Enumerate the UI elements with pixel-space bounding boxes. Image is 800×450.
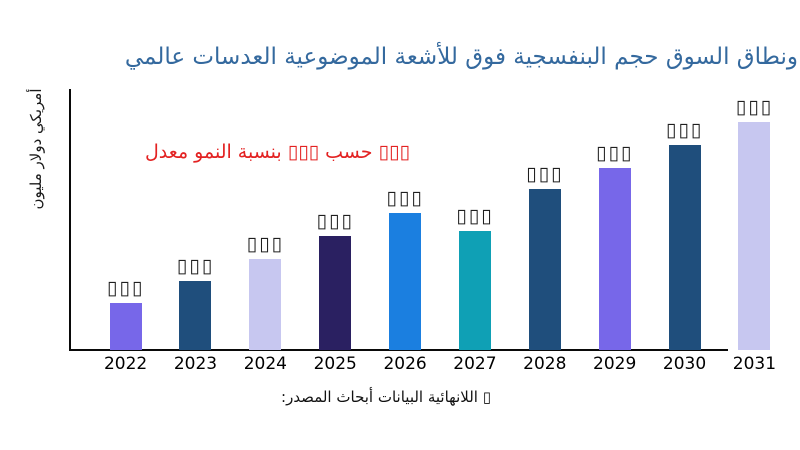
bar [179, 281, 212, 350]
x-tick-label: 2030 [662, 354, 707, 374]
bar-value-label: ▯▯▯ [316, 210, 354, 232]
bar-group: ▯▯▯ 2030 [650, 90, 720, 378]
bar-value-label: ▯▯▯ [596, 142, 634, 164]
bar-value-label: ▯▯▯ [176, 255, 215, 277]
bar [458, 231, 491, 350]
bar-group: ▯▯▯ 2028 [510, 90, 580, 378]
bar-group: ▯▯▯ 2027 [440, 90, 510, 378]
bar [249, 259, 282, 350]
bar [389, 213, 422, 350]
bar [528, 189, 561, 350]
x-tick-label: 2025 [313, 354, 357, 374]
y-axis-label: أمريكي دولار مليون [27, 88, 45, 210]
bar-group: ▯▯▯ 2026 [370, 90, 440, 378]
x-axis-line [69, 349, 728, 351]
source-note: ▯ اللانهائية البيانات أبحاث المصدر: [281, 388, 491, 406]
bar-group: ▯▯▯ 2022 [91, 90, 161, 378]
x-tick-label: 2023 [173, 354, 218, 374]
bar [738, 122, 771, 350]
x-tick-label: 2024 [243, 354, 287, 374]
x-tick-label: 2027 [453, 354, 497, 374]
bar-group: ▯▯▯ 2024 [230, 90, 300, 378]
bar-value-label: ▯▯▯ [735, 96, 774, 118]
bar-value-label: ▯▯▯ [456, 205, 494, 227]
x-tick-label: 2031 [732, 354, 777, 374]
bar [668, 145, 701, 350]
bar-value-label: ▯▯▯ [526, 163, 564, 185]
growth-rate-annotation: ▯▯▯ حسب ▯▯▯ بنسبة النمو معدل [145, 141, 410, 163]
bar-group: ▯▯▯ 2023 [160, 90, 230, 378]
bar-group: ▯▯▯ 2031 [719, 90, 789, 378]
bar-group: ▯▯▯ 2025 [300, 90, 370, 378]
bar-value-label: ▯▯▯ [246, 233, 285, 255]
x-tick-label: 2028 [523, 354, 567, 374]
bar-group: ▯▯▯ 2029 [580, 90, 650, 378]
y-axis-line [69, 89, 71, 350]
bar-value-label: ▯▯▯ [665, 119, 704, 141]
bar-value-label: ▯▯▯ [386, 187, 424, 209]
bar [598, 168, 631, 350]
bar [109, 303, 142, 350]
x-tick-label: 2022 [103, 354, 148, 374]
x-tick-label: 2029 [593, 354, 637, 374]
bar-value-label: ▯▯▯ [106, 277, 145, 299]
chart-title: ونطاق السوق حجم البنفسجية فوق للأشعة الم… [124, 44, 798, 70]
bar [319, 236, 352, 350]
x-tick-label: 2026 [383, 354, 427, 374]
